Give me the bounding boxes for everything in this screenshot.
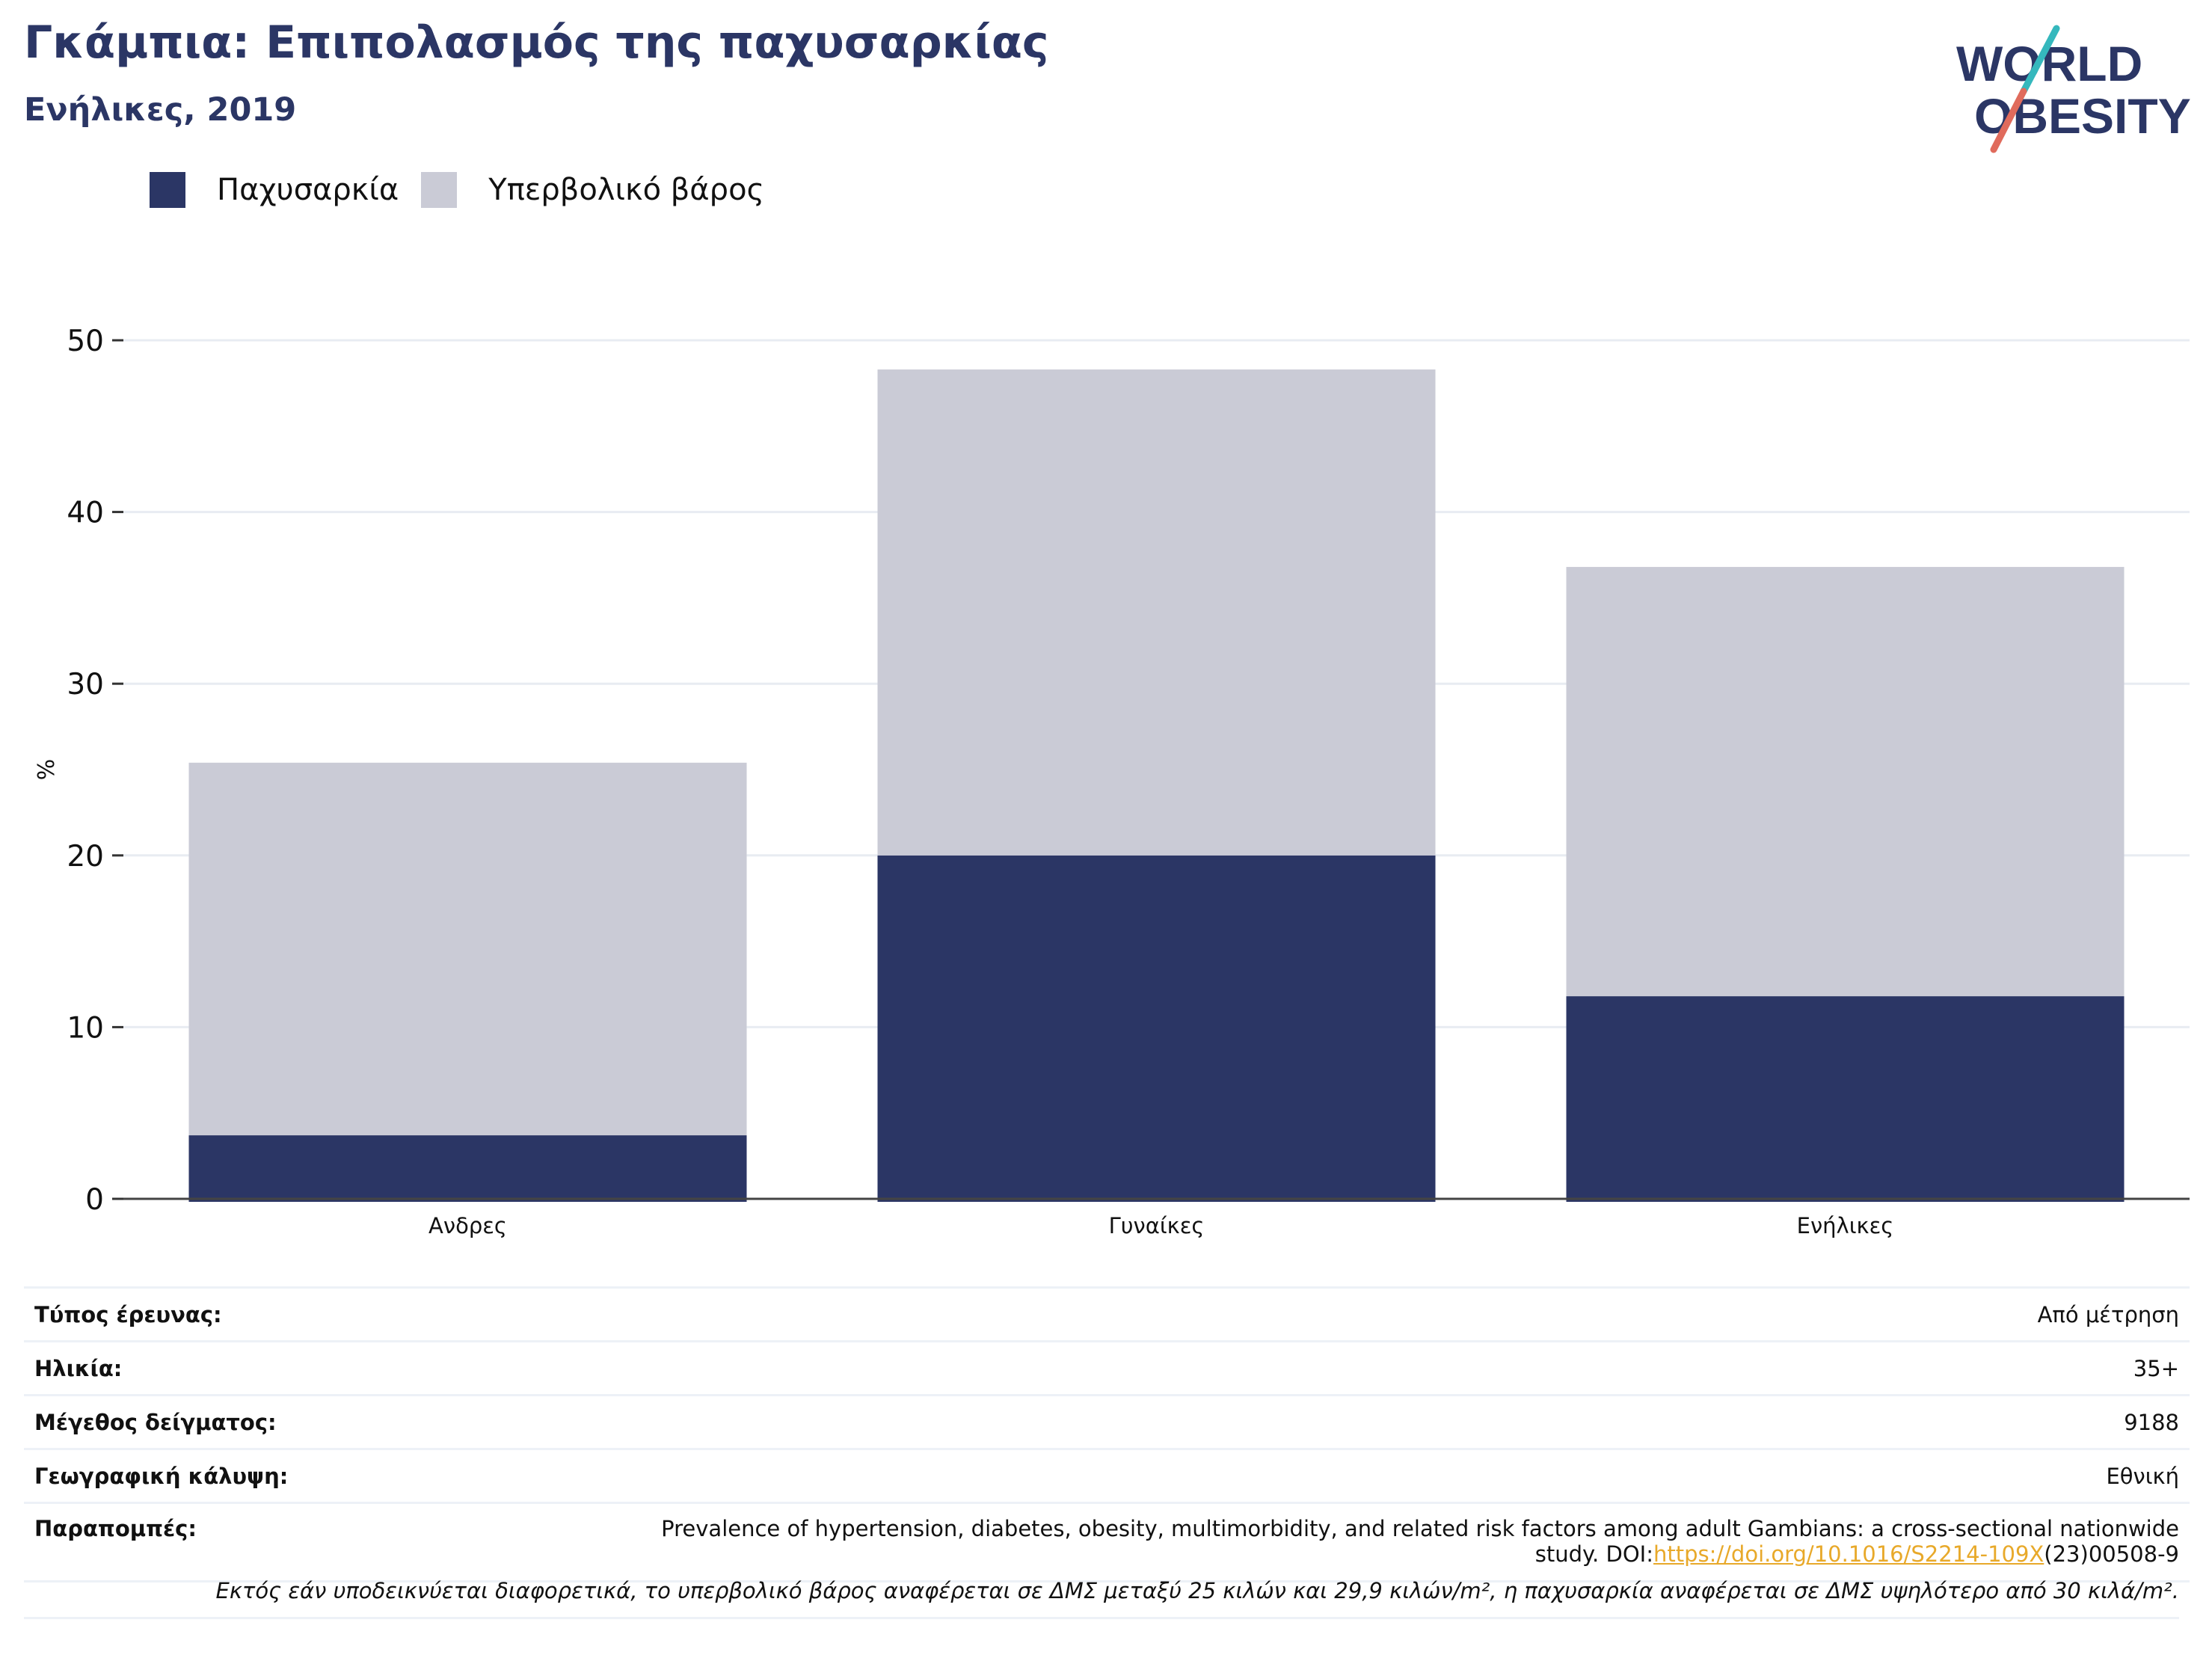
reference-text-line1: Prevalence of hypertension, diabetes, ob… [661, 1516, 2179, 1541]
logo-slash-teal [2020, 25, 2060, 95]
world-obesity-logo: WORLD OBESITY [1956, 25, 2191, 153]
logo-slash-red [1990, 88, 2027, 153]
bar-obesity [1566, 996, 2125, 1202]
meta-row: Μέγεθος δείγματος: 9188 [24, 1394, 2190, 1449]
legend: Παχυσαρκία Υπερβολικό βάρος [150, 172, 787, 208]
meta-value: 35+ [434, 1340, 2190, 1396]
x-tick-label: Γυναίκες [1109, 1213, 1205, 1238]
y-tick-label: 0 [85, 1183, 104, 1217]
bar-overweight [188, 762, 747, 1136]
chart-subtitle: Ενήλικες, 2019 [24, 91, 297, 129]
reference-text-prefix: study. DOI: [1534, 1541, 1653, 1567]
meta-value: 9188 [434, 1394, 2190, 1449]
legend-item-overweight[interactable]: Υπερβολικό βάρος [421, 172, 764, 208]
meta-value: Εθνική [434, 1448, 2190, 1503]
reference-text-suffix: (23)00508-9 [2044, 1541, 2179, 1567]
stacked-bar-chart: 0 10 20 30 40 50% Ανδρες Γυναίκες Ενήλικες [34, 325, 2190, 1238]
bar-overweight [877, 369, 1436, 856]
bar-obesity [188, 1135, 747, 1202]
legend-item-obesity[interactable]: Παχυσαρκία [150, 172, 399, 208]
bar-overweight [1566, 567, 2125, 997]
y-tick-label: 30 [67, 668, 104, 702]
legend-swatch-obesity [150, 172, 185, 208]
legend-label-obesity: Παχυσαρκία [217, 173, 399, 207]
x-tick-label: Ανδρες [428, 1213, 507, 1238]
y-tick-label: 50 [67, 325, 104, 358]
x-tick-label: Ενήλικες [1797, 1213, 1894, 1238]
meta-key: Ηλικία: [24, 1340, 434, 1396]
chart-title: Γκάμπια: Επιπολασμός της παχυσαρκίας [24, 16, 1049, 69]
y-tick-label: 40 [67, 497, 104, 530]
reference-value: Prevalence of hypertension, diabetes, ob… [434, 1502, 2190, 1582]
y-tick-label: 10 [67, 1011, 104, 1045]
reference-row: Παραπομπές: Prevalence of hypertension, … [24, 1502, 2190, 1582]
meta-row: Ηλικία: 35+ [24, 1340, 2190, 1396]
meta-row: Τύπος έρευνας: Από μέτρηση [24, 1286, 2190, 1342]
reference-key: Παραπομπές: [24, 1502, 434, 1582]
meta-key: Τύπος έρευνας: [24, 1286, 434, 1342]
meta-row: Γεωγραφική κάλυψη: Εθνική [24, 1448, 2190, 1503]
doi-link[interactable]: https://doi.org/10.1016/S2214-109X [1653, 1541, 2044, 1567]
metadata-table: Τύπος έρευνας: Από μέτρηση Ηλικία: 35+ Μ… [24, 1286, 2190, 1582]
bar-obesity [877, 855, 1436, 1202]
y-tick-label: 20 [67, 840, 104, 874]
meta-key: Γεωγραφική κάλυψη: [24, 1448, 434, 1503]
legend-label-overweight: Υπερβολικό βάρος [488, 173, 765, 207]
meta-key: Μέγεθος δείγματος: [24, 1394, 434, 1449]
meta-value: Από μέτρηση [434, 1286, 2190, 1342]
legend-swatch-overweight [421, 172, 458, 208]
y-axis-label: % [34, 759, 60, 781]
footnote: Εκτός εάν υποδεικνύεται διαφορετικά, το … [24, 1578, 2179, 1619]
